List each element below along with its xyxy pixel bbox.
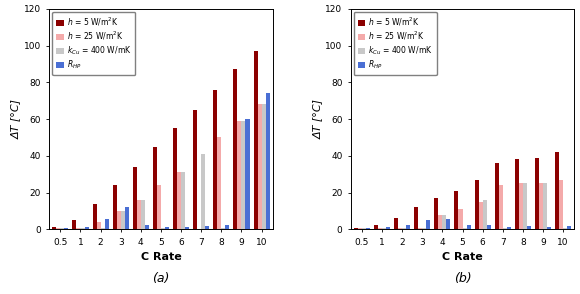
Bar <box>539 183 543 229</box>
Bar <box>201 154 205 229</box>
Legend: $h$ = 5 W/m$^2$K, $h$ = 25 W/m$^2$K, $k_{Cu}$ = 400 W/mK, $R_{HP}$: $h$ = 5 W/m$^2$K, $h$ = 25 W/m$^2$K, $k_… <box>354 12 437 75</box>
Bar <box>56 228 60 229</box>
Bar <box>447 219 451 229</box>
Bar <box>495 163 499 229</box>
Bar <box>173 128 177 229</box>
Bar <box>245 119 249 229</box>
Bar <box>237 121 241 229</box>
Bar <box>133 167 137 229</box>
Bar <box>93 204 97 229</box>
Bar <box>354 228 358 229</box>
Bar <box>555 152 559 229</box>
X-axis label: C Rate: C Rate <box>442 252 483 262</box>
Bar <box>100 228 104 229</box>
Bar <box>165 227 169 229</box>
Y-axis label: ΔT [°C]: ΔT [°C] <box>313 99 322 139</box>
Bar <box>113 185 117 229</box>
Y-axis label: ΔT [°C]: ΔT [°C] <box>11 99 21 139</box>
Bar <box>266 93 270 229</box>
Bar <box>241 121 245 229</box>
Bar <box>366 228 370 229</box>
Bar <box>474 180 478 229</box>
Bar <box>499 185 503 229</box>
Bar <box>487 225 491 229</box>
Bar <box>52 227 56 229</box>
Bar <box>64 228 68 229</box>
Bar <box>523 183 527 229</box>
Text: (a): (a) <box>153 272 170 285</box>
Bar <box>157 185 161 229</box>
Bar <box>386 228 390 229</box>
Bar <box>262 104 266 229</box>
Bar <box>193 110 197 229</box>
Bar <box>459 209 462 229</box>
Bar <box>226 225 230 229</box>
Bar <box>466 225 470 229</box>
Bar <box>85 227 89 229</box>
Bar <box>443 215 447 229</box>
Bar <box>145 225 149 229</box>
Bar <box>81 228 85 229</box>
Bar <box>547 227 551 229</box>
Bar <box>426 220 430 229</box>
Legend: $h$ = 5 W/m$^2$K, $h$ = 25 W/m$^2$K, $k_{Cu}$ = 400 W/mK, $R_{HP}$: $h$ = 5 W/m$^2$K, $h$ = 25 W/m$^2$K, $k_… <box>52 12 135 75</box>
Bar <box>141 200 145 229</box>
Bar <box>406 225 410 229</box>
Bar <box>503 228 507 229</box>
Bar <box>382 228 386 229</box>
Bar <box>137 200 141 229</box>
Bar <box>77 228 81 229</box>
X-axis label: C Rate: C Rate <box>140 252 182 262</box>
Bar <box>543 183 547 229</box>
Bar <box>455 191 459 229</box>
Bar <box>177 172 181 229</box>
Bar <box>60 228 64 229</box>
Bar <box>394 218 398 229</box>
Bar <box>181 172 185 229</box>
Bar <box>358 228 362 229</box>
Bar <box>398 228 402 229</box>
Bar <box>434 198 438 229</box>
Bar <box>402 228 406 229</box>
Bar <box>218 138 222 229</box>
Bar <box>213 90 218 229</box>
Bar <box>161 228 165 229</box>
Bar <box>507 227 511 229</box>
Bar <box>422 228 426 229</box>
Bar <box>567 226 571 229</box>
Bar <box>535 158 539 229</box>
Bar <box>462 228 466 229</box>
Bar <box>72 220 77 229</box>
Bar <box>559 180 563 229</box>
Bar <box>117 211 121 229</box>
Bar <box>205 226 209 229</box>
Bar <box>414 207 418 229</box>
Bar <box>104 219 108 229</box>
Bar <box>483 200 487 229</box>
Bar <box>374 225 378 229</box>
Bar <box>519 183 523 229</box>
Bar <box>125 207 129 229</box>
Bar <box>258 104 262 229</box>
Bar <box>97 222 100 229</box>
Bar <box>253 51 258 229</box>
Bar <box>438 215 443 229</box>
Text: (b): (b) <box>454 272 472 285</box>
Bar <box>121 211 125 229</box>
Bar <box>362 228 366 229</box>
Bar <box>185 227 189 229</box>
Bar <box>233 69 237 229</box>
Bar <box>527 226 531 229</box>
Bar <box>478 202 483 229</box>
Bar <box>222 228 226 229</box>
Bar <box>378 228 382 229</box>
Bar <box>418 228 422 229</box>
Bar <box>153 147 157 229</box>
Bar <box>563 228 567 229</box>
Bar <box>515 159 519 229</box>
